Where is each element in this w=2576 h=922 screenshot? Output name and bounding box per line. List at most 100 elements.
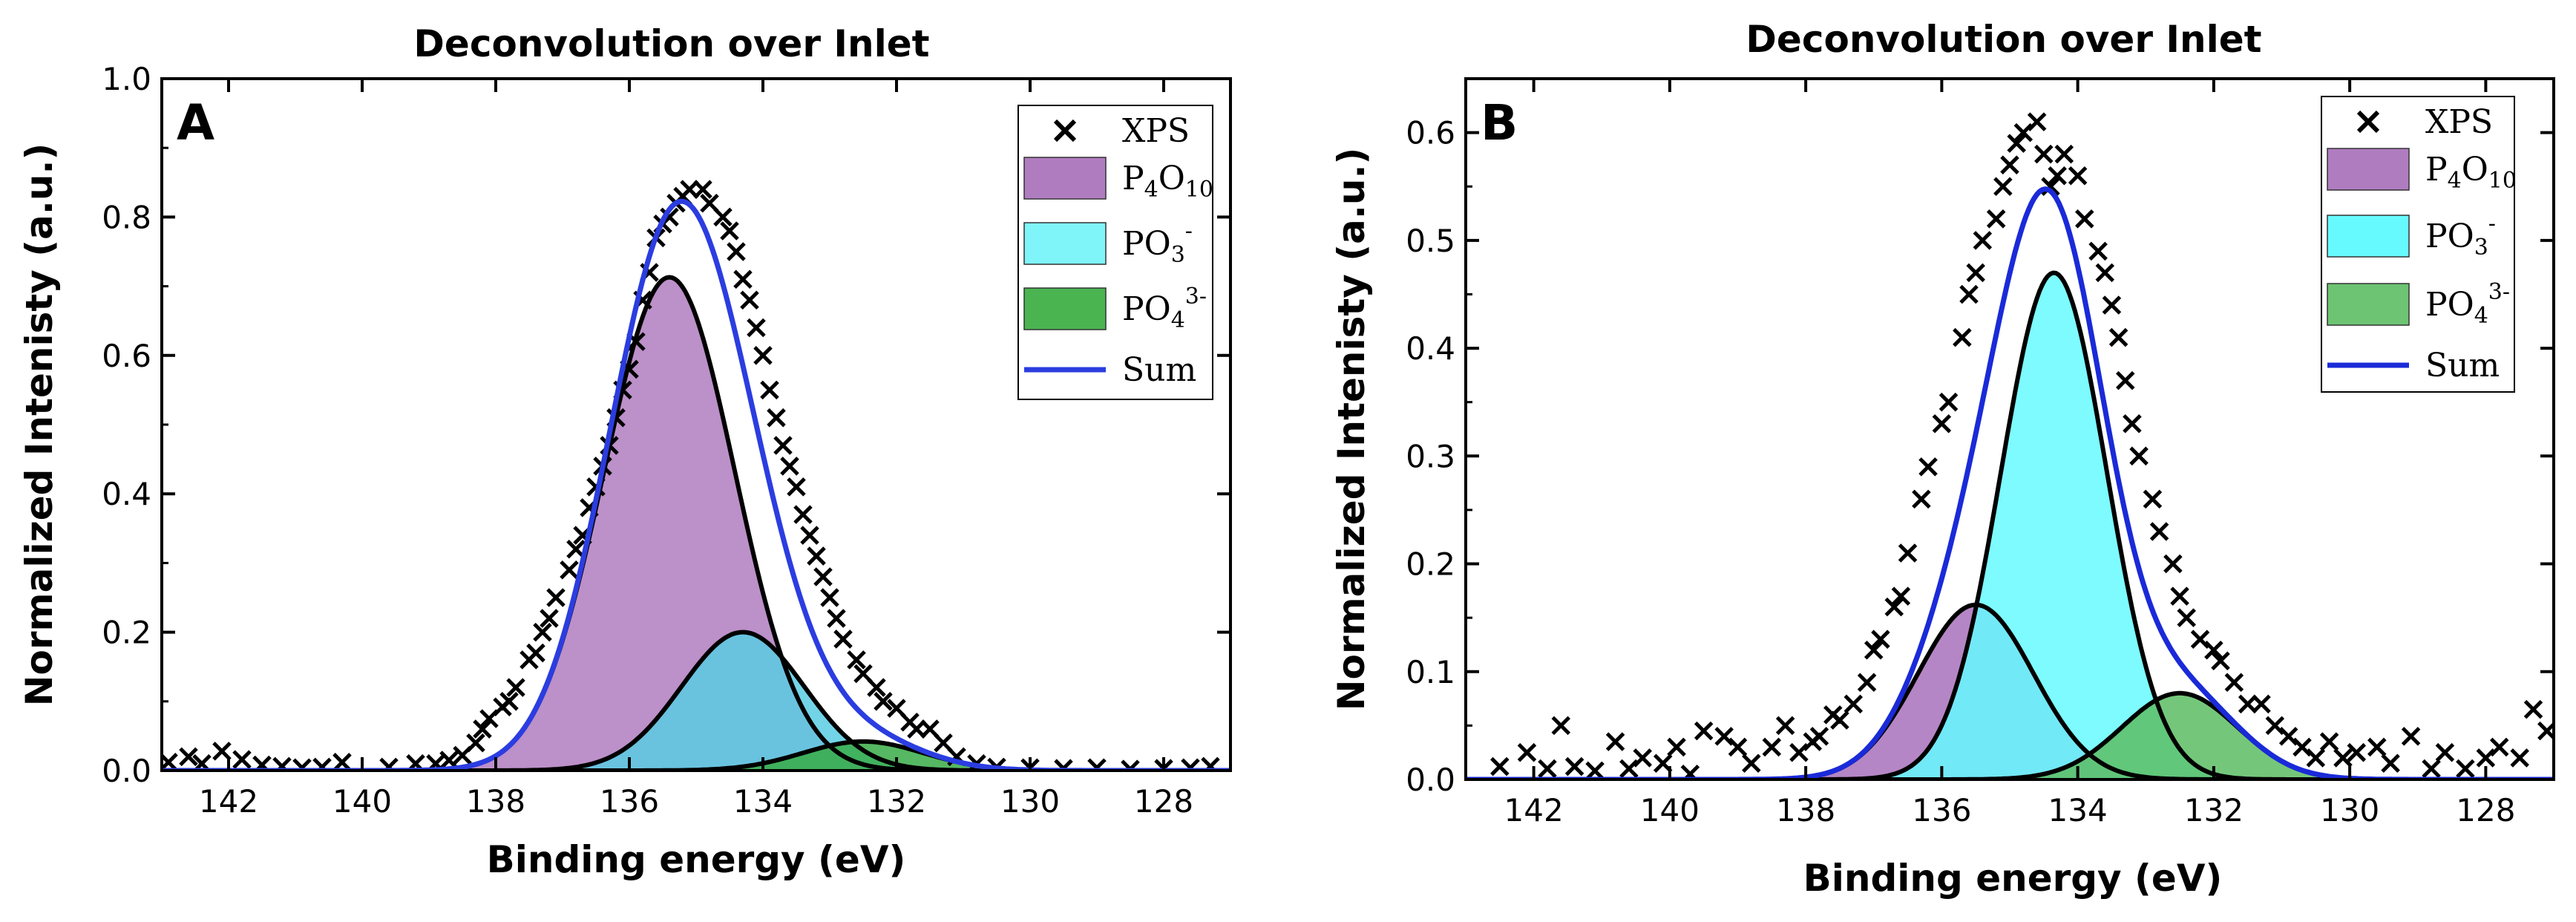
- xps-point: [2347, 742, 2367, 762]
- legend-label-xps: XPS: [1122, 112, 1190, 150]
- xps-point: [1181, 758, 1200, 771]
- y-tick-label: 0.8: [102, 199, 151, 235]
- y-tick-label: 0.3: [1406, 438, 1455, 474]
- xps-point: [773, 436, 793, 455]
- y-tick-label: 0.0: [1406, 762, 1455, 798]
- chart-title: Deconvolution over Inlet: [413, 22, 929, 65]
- xps-point: [2102, 295, 2122, 315]
- component-area-po3: [1466, 272, 2554, 779]
- xps-point: [2177, 608, 2196, 627]
- y-tick-label: 0.5: [1406, 223, 1455, 259]
- legend-label-sum: Sum: [2425, 347, 2500, 385]
- plot-area: 142 140 138 136 134 132 130 128 0.0 0.2 0.4 0.6 0.8 1…: [102, 61, 1232, 820]
- xps-point: [332, 753, 352, 771]
- xps-point: [1490, 756, 1510, 776]
- axis-ticks: 142 140 138 136 134 132 130 128 0.0 0.2 0.4 0.6 0.8 1…: [102, 61, 1230, 820]
- xps-point: [1809, 727, 1829, 746]
- xps-point: [780, 457, 799, 476]
- xps-point: [1517, 742, 1537, 762]
- xps-point: [179, 747, 198, 767]
- xps-point: [533, 622, 552, 642]
- xps-point: [867, 678, 886, 697]
- xps-point: [1843, 694, 1864, 714]
- xps-point: [1959, 284, 1979, 304]
- xps-point: [2306, 748, 2326, 768]
- y-axis-label: Normalized Intenisty (a.u.): [18, 143, 61, 707]
- xps-point: [827, 609, 846, 628]
- xps-point: [2163, 554, 2183, 574]
- xps-point: [2095, 263, 2115, 283]
- x-tick-label: 136: [1912, 792, 1971, 828]
- xps-point: [1551, 716, 1571, 736]
- xps-point: [2238, 694, 2258, 714]
- xps-point: [560, 560, 579, 580]
- xps-point: [713, 207, 733, 227]
- legend-swatch-xps: [1053, 119, 1077, 143]
- xps-point: [2000, 155, 2019, 174]
- component-areas: [1466, 272, 2554, 779]
- xps-point: [820, 588, 839, 607]
- xps-point: [2088, 241, 2108, 261]
- panel-letter: A: [177, 94, 214, 151]
- xps-point: [1884, 597, 1904, 617]
- xps-point: [2224, 673, 2244, 693]
- x-tick-label: 128: [1134, 783, 1193, 820]
- xps-point: [747, 318, 766, 338]
- xps-point: [1891, 586, 1911, 606]
- xps-point: [720, 221, 739, 241]
- xps-point: [847, 650, 866, 670]
- xps-point: [1864, 640, 1884, 660]
- xps-point: [2204, 640, 2223, 660]
- xps-point: [767, 408, 786, 428]
- y-tick-label: 0.4: [102, 476, 151, 512]
- xps-point: [2367, 737, 2387, 757]
- xps-point: [813, 567, 833, 586]
- y-tick-label: 0.6: [1406, 115, 1455, 151]
- x-tick-label: 128: [2456, 792, 2515, 828]
- chart-panel-a: Deconvolution over Inlet Normalized Inte…: [18, 22, 1232, 881]
- xps-point: [526, 643, 545, 663]
- xps-point: [740, 290, 759, 310]
- xps-point: [2435, 742, 2455, 762]
- xps-point: [2489, 737, 2509, 757]
- xps-point: [874, 692, 893, 711]
- component-area-p4o10: [162, 277, 1230, 771]
- xps-point: [2422, 759, 2441, 779]
- xps-point: [1564, 756, 1584, 776]
- plot-area: 142 140 138 136 134 132 130 128 0.0 0.1 0.2 0.3 0.4 0…: [1406, 77, 2555, 828]
- xps-point: [1871, 630, 1890, 649]
- xps-point: [540, 609, 559, 628]
- xps-point: [1605, 732, 1625, 751]
- xps-point: [2027, 112, 2047, 131]
- xps-point: [2115, 370, 2135, 390]
- legend-label-po4: PO43-: [1122, 284, 1207, 333]
- xps-point: [312, 757, 332, 771]
- legend-label-po3: PO3-: [1122, 218, 1193, 268]
- x-tick-label: 140: [1640, 792, 1700, 828]
- component-line-p4o10: [1466, 602, 2554, 779]
- xps-point: [1201, 756, 1220, 771]
- component-line-po3: [1466, 270, 2554, 779]
- x-tick-label: 132: [867, 783, 926, 820]
- x-axis-label: Binding energy (eV): [487, 838, 906, 881]
- y-tick-label: 1.0: [102, 61, 151, 97]
- x-tick-label: 142: [199, 783, 258, 820]
- xps-point: [499, 692, 519, 711]
- xps-point: [2108, 327, 2128, 347]
- xps-point: [2381, 753, 2400, 773]
- xps-point: [733, 269, 753, 290]
- axis-ticks: 142 140 138 136 134 132 130 128 0.0 0.1 0.2 0.3 0.4 0…: [1406, 79, 2554, 828]
- xps-point: [1789, 742, 1809, 762]
- xps-point: [1728, 737, 1748, 757]
- y-tick-label: 0.0: [102, 753, 151, 789]
- legend-label-po4: PO43-: [2425, 279, 2510, 329]
- legend: XPS P4O10 PO3- PO43- Sum: [2321, 96, 2517, 393]
- xps-point: [1993, 177, 2013, 196]
- legend-swatch-po4: [1023, 287, 1107, 330]
- xps-point: [2278, 727, 2298, 746]
- xps-point: [1932, 413, 1952, 434]
- xps-point: [2170, 586, 2189, 606]
- xps-series: [1490, 112, 2554, 779]
- x-tick-label: 132: [2184, 792, 2244, 828]
- xps-point: [2333, 748, 2353, 768]
